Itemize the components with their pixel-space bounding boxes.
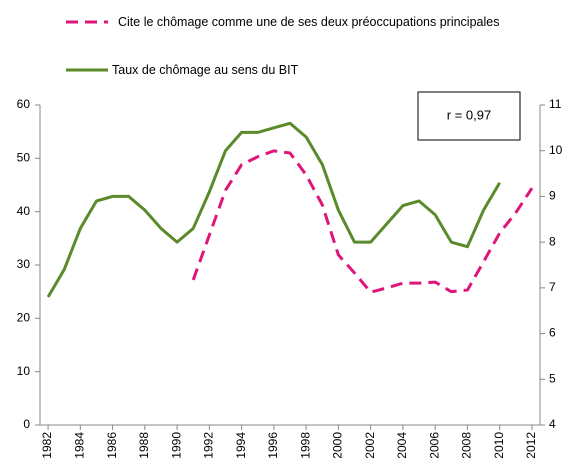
x-tick-label: 1988 — [137, 432, 151, 459]
legend-label: Taux de chômage au sens du BIT — [112, 63, 299, 77]
x-tick-label: 1984 — [72, 432, 86, 459]
line-series — [46, 121, 501, 298]
x-tick-label: 1998 — [298, 432, 312, 459]
y2-tick-label: 4 — [549, 417, 556, 431]
y2-tick-label: 7 — [549, 280, 556, 294]
y-tick-label: 50 — [17, 151, 31, 165]
legend-icon — [66, 68, 108, 72]
y2-tick-label: 11 — [549, 97, 562, 111]
x-tick-label: 2000 — [331, 432, 345, 459]
y-tick-label: 0 — [23, 417, 30, 431]
annotation-box — [417, 91, 521, 141]
y-tick-label: 10 — [17, 364, 31, 378]
x-tick-label: 1996 — [266, 432, 280, 459]
x-tick-label: 2012 — [524, 432, 538, 459]
x-tick-label: 1992 — [202, 432, 216, 459]
annotation: r = 0,97 — [447, 107, 491, 122]
x-tick-label: 2008 — [460, 432, 474, 459]
y2-tick-label: 8 — [549, 234, 556, 248]
y2-tick-label: 9 — [549, 189, 556, 203]
x-tick-label: 2006 — [427, 432, 441, 459]
x-tick-label: 1986 — [105, 432, 119, 459]
legend-label: Cite le chômage comme une de ses deux pr… — [118, 15, 500, 29]
x-tick-label: 1982 — [40, 432, 54, 459]
y-tick-label: 30 — [17, 257, 31, 271]
y-tick-label: 20 — [17, 311, 31, 325]
x-tick-label: 1994 — [234, 432, 248, 459]
legend-icon — [66, 20, 108, 24]
y-tick-label: 40 — [17, 204, 31, 218]
y2-tick-label: 6 — [549, 326, 556, 340]
x-tick-label: 2004 — [395, 432, 409, 459]
line-series — [191, 149, 534, 294]
x-tick-label: 2002 — [363, 432, 377, 459]
y2-tick-label: 10 — [549, 143, 563, 157]
x-tick-label: 1990 — [169, 432, 183, 459]
x-tick-label: 2010 — [492, 432, 506, 459]
legend-entry: Cite le chômage comme une de ses deux pr… — [62, 12, 518, 32]
y-tick-label: 60 — [17, 97, 31, 111]
y2-tick-label: 5 — [549, 371, 556, 385]
legend-entry: Taux de chômage au sens du BIT — [62, 60, 512, 80]
